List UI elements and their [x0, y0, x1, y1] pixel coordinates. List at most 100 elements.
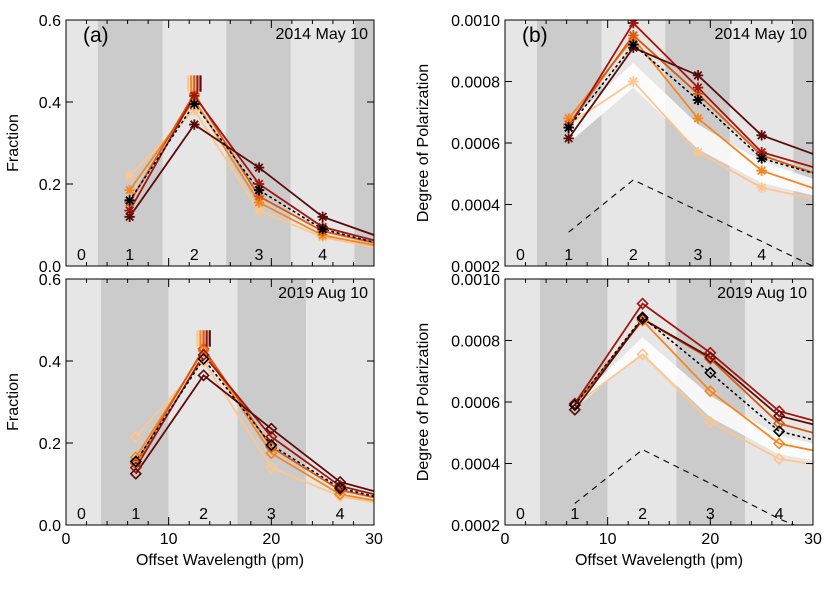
data-point-s3-2 — [253, 191, 265, 202]
data-point-s2-4 — [403, 502, 413, 512]
plot-area — [124, 75, 391, 254]
band-label-1: 1 — [570, 506, 579, 523]
series-line-5 — [135, 374, 374, 493]
band-label-2: 2 — [199, 506, 208, 523]
date-label: 2014 May 10 — [714, 26, 807, 43]
y-tick-label-4: 0.0010 — [451, 13, 500, 30]
data-point-s1-2 — [253, 205, 265, 216]
data-point-s1-2 — [692, 147, 704, 158]
data-point-s1-0 — [124, 170, 135, 181]
date-label: 2014 May 10 — [275, 26, 368, 43]
data-point-s1-4 — [381, 244, 391, 254]
data-point-s5-3 — [317, 211, 328, 222]
band-label-3: 3 — [694, 247, 703, 264]
data-point-s2-0 — [563, 113, 574, 124]
plot-area — [129, 330, 413, 514]
data-point-s1-4 — [403, 504, 413, 514]
data-point-s5-4 — [381, 234, 391, 244]
band-label-4: 4 — [336, 506, 345, 523]
band-3 — [226, 20, 291, 266]
wavelength-bands — [505, 20, 813, 266]
data-point-s5-2 — [253, 162, 265, 173]
data-point-s2-4 — [820, 187, 830, 197]
average-point-0 — [568, 398, 581, 412]
x-axis-label: Offset Wavelength (pm) — [575, 552, 743, 569]
dashed-reference-line — [568, 179, 813, 266]
y-tick-label-2: 0.0006 — [451, 395, 500, 412]
data-point-s4-4 — [381, 238, 391, 248]
series-line-3 — [135, 347, 374, 499]
data-point-s4-4 — [403, 497, 413, 507]
panel-label: (a) — [83, 24, 109, 47]
band-label-3: 3 — [706, 506, 715, 523]
y-tick-label-2: 0.4 — [39, 95, 61, 112]
band-2 — [168, 279, 238, 525]
band-label-1: 1 — [125, 247, 134, 264]
x-tick-label-1: 10 — [160, 531, 178, 548]
average-point-4 — [403, 500, 413, 510]
band-2 — [601, 20, 666, 266]
data-point-s4-0 — [129, 461, 142, 474]
band-1 — [100, 279, 169, 525]
average-point-3 — [756, 153, 767, 164]
date-label: 2019 Aug 10 — [717, 285, 807, 302]
x-tick-label-0: 0 — [501, 531, 510, 548]
y-axis-label: Degree of Polarization — [415, 64, 432, 222]
band-label-2: 2 — [629, 247, 638, 264]
y-tick-label-0: 0.0002 — [451, 259, 500, 276]
band-label-2: 2 — [638, 506, 647, 523]
average-point-3 — [333, 481, 347, 495]
uncertainty-envelope — [574, 337, 813, 461]
data-point-s1-3 — [772, 452, 786, 466]
data-point-s1-1 — [636, 348, 649, 361]
plot-area — [563, 20, 830, 266]
series-line-1 — [574, 353, 813, 466]
data-point-s2-2 — [253, 197, 265, 208]
date-label: 2019 Aug 10 — [278, 285, 368, 302]
band-3 — [237, 279, 307, 525]
average-dotted-line — [574, 316, 813, 441]
average-point-2 — [704, 366, 717, 379]
x-tick-label-2: 20 — [262, 531, 280, 548]
y-tick-label-3: 0.0008 — [451, 334, 500, 351]
data-point-s5-0 — [124, 211, 135, 222]
data-point-s4-1 — [628, 20, 639, 29]
dashed-reference-line — [574, 449, 796, 525]
y-axis-label: Fraction — [5, 373, 22, 431]
data-point-s2-2 — [692, 113, 704, 124]
y-tick-label-3: 0.0008 — [451, 75, 500, 92]
band-label-0: 0 — [516, 247, 525, 264]
data-point-s5-2 — [692, 70, 704, 81]
band-label-0: 0 — [77, 247, 86, 264]
average-point-0 — [129, 455, 142, 468]
data-point-s1-1 — [189, 105, 200, 116]
y-axis-label: Fraction — [5, 114, 22, 172]
data-point-s1-3 — [333, 490, 347, 503]
y-tick-label-1: 0.2 — [39, 177, 61, 194]
data-point-s1-1 — [197, 354, 210, 368]
average-point-4 — [820, 172, 830, 182]
data-point-s1-2 — [704, 415, 717, 429]
average-point-1 — [628, 39, 639, 50]
band-1 — [97, 20, 163, 266]
data-point-s3-2 — [704, 352, 717, 366]
data-point-s4-4 — [820, 165, 830, 175]
data-point-s1-0 — [129, 430, 142, 443]
y-tick-label-2: 0.0006 — [451, 136, 500, 153]
average-point-2 — [253, 184, 265, 196]
data-point-s3-2 — [692, 88, 704, 99]
average-point-0 — [563, 122, 574, 133]
data-point-s5-2 — [265, 422, 278, 435]
data-point-s3-4 — [403, 500, 413, 510]
average-point-0 — [124, 195, 135, 206]
average-point-2 — [265, 438, 278, 452]
y-tick-label-0: 0.0 — [39, 259, 61, 276]
data-point-s5-3 — [772, 409, 786, 422]
y-tick-label-3: 0.6 — [39, 272, 61, 289]
data-point-s5-2 — [704, 351, 717, 364]
y-tick-label-1: 0.0004 — [451, 198, 500, 215]
band-label-3: 3 — [255, 247, 264, 264]
x-tick-label-0: 0 — [62, 531, 71, 548]
y-tick-label-2: 0.4 — [39, 354, 61, 371]
band-label-4: 4 — [318, 247, 327, 264]
